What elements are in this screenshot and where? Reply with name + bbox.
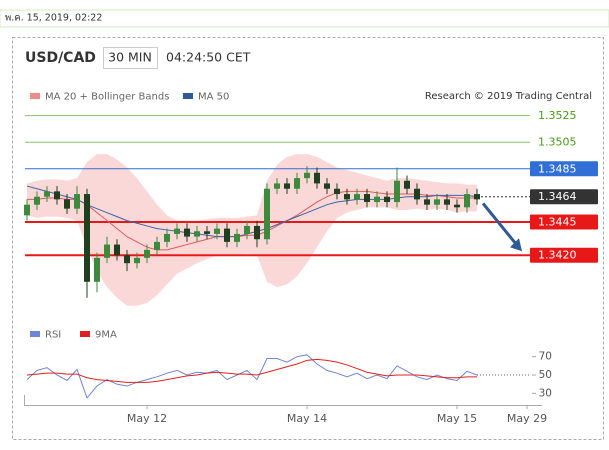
candle-body — [454, 204, 460, 208]
candle-body — [384, 196, 390, 203]
legend-label: MA 50 — [198, 92, 229, 103]
date-bar — [0, 9, 609, 28]
candle-body — [374, 196, 380, 203]
panel — [12, 37, 604, 440]
candle-body — [314, 172, 320, 184]
y-tick-label: 70 — [539, 351, 552, 363]
x-tick-label: May 29 — [507, 412, 547, 425]
candle-body — [194, 231, 200, 237]
candle-body — [224, 228, 230, 242]
ma-line — [26, 185, 478, 238]
candle-body — [144, 249, 150, 258]
candle-body — [304, 172, 310, 179]
interval: 30 MIN — [108, 50, 152, 65]
candle-body — [184, 228, 190, 237]
date: พ.ค. 15, 2019, 02:22 — [5, 13, 102, 24]
candle-body — [94, 257, 100, 282]
candle-body — [154, 241, 160, 250]
candle-body — [164, 233, 170, 242]
legend-swatch — [30, 331, 40, 337]
level-label-box — [530, 247, 598, 263]
candle-body — [364, 194, 370, 203]
forecast-arrow — [481, 202, 519, 247]
level-label: 1.3464 — [538, 190, 577, 203]
candle-body — [134, 257, 140, 264]
candle-body — [444, 199, 450, 205]
forecast-arrow-head — [510, 238, 522, 252]
interval-box — [103, 47, 158, 69]
candle-body — [284, 183, 290, 189]
candle-body — [214, 228, 220, 234]
candle-body — [294, 178, 300, 189]
y-tick-label: 30 — [539, 387, 552, 399]
bollinger-band — [27, 154, 477, 306]
candle-body — [394, 180, 400, 203]
level-label-box — [530, 214, 598, 230]
legend-swatch — [183, 93, 193, 99]
candle-body — [264, 188, 270, 240]
y-tick-label: 50 — [539, 369, 552, 381]
legend-label: MA 20 + Bollinger Bands — [45, 92, 169, 103]
candle-body — [104, 244, 110, 258]
candle-body — [84, 194, 90, 282]
candle-body — [434, 199, 440, 205]
rsi-line — [26, 358, 477, 383]
legend-label: RSI — [45, 330, 61, 341]
x-tick-label: May 14 — [287, 412, 327, 425]
candle-body — [204, 231, 210, 234]
candle-body — [334, 188, 340, 195]
candle-body — [124, 255, 130, 264]
level-label-box — [530, 189, 598, 205]
candle-body — [424, 199, 430, 205]
candle-body — [34, 196, 40, 205]
candle-body — [324, 183, 330, 189]
level-label: 1.3505 — [538, 136, 577, 149]
candle-body — [254, 225, 260, 240]
legend-swatch — [30, 93, 40, 99]
candle-body — [464, 194, 470, 208]
x-tick-label: May 15 — [437, 412, 477, 425]
candle-body — [404, 180, 410, 189]
candle-body — [234, 233, 240, 242]
legend-swatch — [80, 331, 90, 337]
candle-body — [114, 244, 120, 256]
level-label: 1.3525 — [538, 109, 577, 122]
x-tick-label: May 12 — [127, 412, 167, 425]
candle-body — [414, 188, 420, 200]
ma-line — [27, 190, 477, 251]
candle-body — [474, 194, 480, 200]
candle-body — [274, 183, 280, 189]
candle-body — [354, 194, 360, 200]
level-label-box — [530, 161, 598, 177]
legend-label: 9MA — [95, 330, 117, 341]
level-label: 1.3445 — [538, 215, 577, 228]
candle-body — [24, 204, 30, 216]
level-label: 1.3485 — [538, 162, 577, 175]
candle-body — [74, 194, 80, 209]
rsi-line — [26, 354, 478, 399]
level-label: 1.3420 — [538, 249, 577, 262]
candle-body — [344, 194, 350, 200]
candle-body — [44, 191, 50, 197]
candle-body — [174, 228, 180, 234]
credit: Research © 2019 Trading Central — [425, 91, 592, 102]
candle-body — [244, 225, 250, 234]
candle-body — [54, 191, 60, 200]
clock: 04:24:50 CET — [166, 50, 251, 65]
candle-body — [64, 199, 70, 209]
symbol: USD/CAD — [25, 50, 96, 66]
